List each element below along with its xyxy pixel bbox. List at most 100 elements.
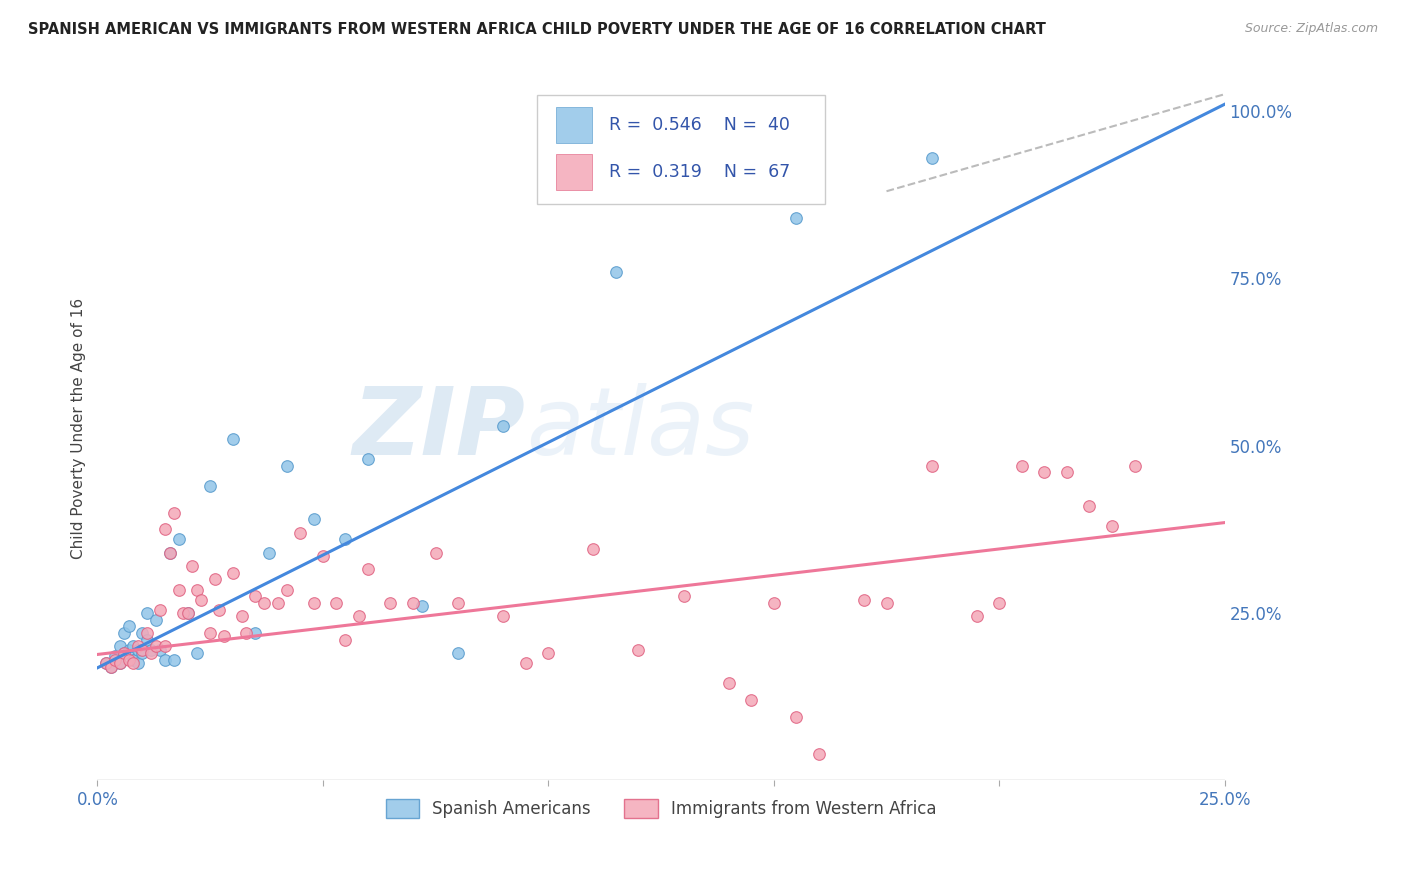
Point — [605, 264, 627, 278]
Point — [108, 656, 131, 670]
Point — [325, 596, 347, 610]
Point — [149, 602, 172, 616]
Point — [204, 573, 226, 587]
Point — [122, 653, 145, 667]
Point — [118, 653, 141, 667]
Point — [235, 626, 257, 640]
Point — [492, 609, 515, 624]
Point — [785, 211, 807, 225]
Point — [357, 452, 380, 467]
Point — [131, 626, 153, 640]
Point — [253, 596, 276, 610]
Point — [163, 506, 186, 520]
Text: atlas: atlas — [526, 384, 754, 475]
Point — [1078, 499, 1101, 513]
Point — [402, 596, 425, 610]
Point — [380, 596, 402, 610]
Point — [762, 596, 785, 610]
Point — [627, 642, 650, 657]
Point — [717, 676, 740, 690]
Point — [153, 522, 176, 536]
Point — [966, 609, 988, 624]
Point — [231, 609, 253, 624]
Point — [96, 656, 118, 670]
Point — [186, 582, 208, 597]
Point — [672, 589, 695, 603]
Point — [221, 432, 243, 446]
Point — [243, 589, 266, 603]
Point — [131, 646, 153, 660]
Text: R =  0.319    N =  67: R = 0.319 N = 67 — [609, 163, 790, 181]
Point — [159, 546, 181, 560]
Point — [181, 559, 204, 574]
Point — [186, 646, 208, 660]
Point — [447, 646, 470, 660]
Point — [108, 640, 131, 654]
Text: R =  0.546    N =  40: R = 0.546 N = 40 — [609, 116, 790, 134]
Point — [127, 642, 149, 657]
Point — [347, 609, 370, 624]
Point — [243, 626, 266, 640]
Point — [127, 640, 149, 654]
Point — [921, 151, 943, 165]
Point — [1056, 466, 1078, 480]
Point — [96, 656, 118, 670]
Point — [492, 418, 515, 433]
Point — [276, 458, 298, 473]
Point — [208, 602, 231, 616]
Bar — [557, 107, 592, 144]
Point — [267, 596, 290, 610]
Point — [131, 642, 153, 657]
Point — [807, 747, 830, 761]
Point — [104, 653, 127, 667]
Legend: Spanish Americans, Immigrants from Western Africa: Spanish Americans, Immigrants from Weste… — [380, 792, 943, 825]
Point — [112, 626, 135, 640]
Point — [100, 659, 122, 673]
Point — [176, 606, 198, 620]
Point — [145, 640, 167, 654]
Point — [118, 642, 141, 657]
Point — [198, 626, 221, 640]
Point — [537, 646, 560, 660]
Point — [257, 546, 280, 560]
Point — [290, 525, 312, 540]
Point — [1123, 458, 1146, 473]
Point — [312, 549, 335, 563]
Point — [515, 656, 537, 670]
Point — [122, 656, 145, 670]
Point — [136, 606, 159, 620]
Point — [104, 649, 127, 664]
Point — [122, 640, 145, 654]
Point — [357, 562, 380, 576]
Point — [136, 632, 159, 647]
Y-axis label: Child Poverty Under the Age of 16: Child Poverty Under the Age of 16 — [72, 298, 86, 559]
Point — [198, 479, 221, 493]
Text: Source: ZipAtlas.com: Source: ZipAtlas.com — [1244, 22, 1378, 36]
Point — [172, 606, 194, 620]
Point — [153, 640, 176, 654]
Point — [108, 656, 131, 670]
Point — [1101, 519, 1123, 533]
Point — [852, 592, 875, 607]
Point — [127, 656, 149, 670]
Point — [876, 596, 898, 610]
Point — [141, 646, 163, 660]
Point — [141, 642, 163, 657]
Point — [1011, 458, 1033, 473]
Point — [988, 596, 1011, 610]
Point — [1033, 466, 1056, 480]
Point — [921, 458, 943, 473]
Point — [112, 646, 135, 660]
Point — [167, 582, 190, 597]
Point — [582, 542, 605, 557]
Point — [153, 653, 176, 667]
Point — [112, 646, 135, 660]
Point — [740, 693, 762, 707]
Point — [425, 546, 447, 560]
Point — [221, 566, 243, 580]
Point — [447, 596, 470, 610]
Point — [136, 626, 159, 640]
Point — [302, 596, 325, 610]
Text: ZIP: ZIP — [353, 383, 526, 475]
Point — [163, 653, 186, 667]
